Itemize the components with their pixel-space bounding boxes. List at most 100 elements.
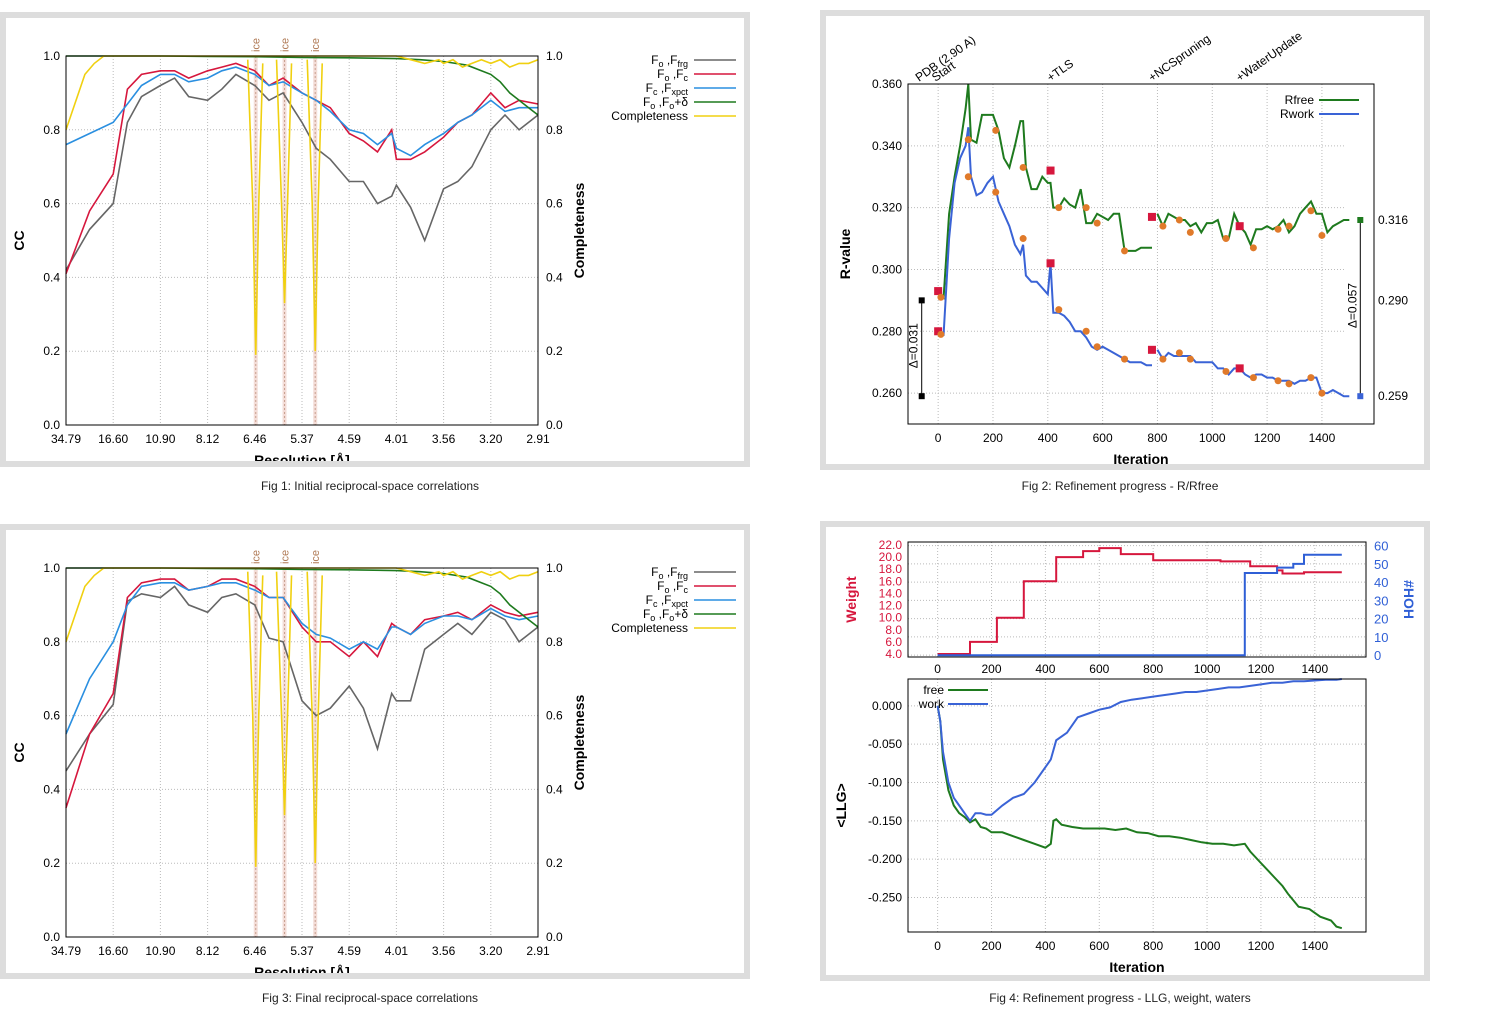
- x-tick-label: 5.37: [290, 944, 314, 958]
- y-tick-label: 0.8: [43, 123, 60, 137]
- completeness-dip: [246, 59, 264, 355]
- delta-end: [1357, 217, 1364, 223]
- x-tick-label: 0: [934, 939, 941, 953]
- x-tick-label: 200: [982, 662, 1002, 676]
- data-point: [992, 188, 1000, 196]
- x-tick-label: 3.20: [479, 432, 503, 446]
- data-point: [1159, 222, 1167, 230]
- data-point: [1318, 389, 1326, 397]
- series-line: [65, 578, 539, 809]
- data-point: [937, 330, 945, 338]
- weight-tick-label: 10.0: [879, 611, 903, 625]
- data-point: [1307, 374, 1315, 382]
- llg-axis-label: <LLG>: [833, 783, 849, 827]
- x-tick-label: 400: [1035, 662, 1055, 676]
- x-tick-label: 3.56: [432, 944, 456, 958]
- x-tick-label: 600: [1093, 431, 1113, 445]
- hoh-tick-label: 60: [1374, 539, 1388, 554]
- data-point: [1121, 355, 1129, 363]
- x-tick-label: 800: [1147, 431, 1167, 445]
- y-tick-label: 0.4: [43, 782, 60, 796]
- fig1-chart: 34.79 16.60 10.90 8.12 6.46 5.37 4.59 4.01 3.56 3…: [11, 38, 736, 461]
- ice-label: ice: [251, 38, 263, 52]
- y-tick-label: 0.340: [872, 139, 902, 153]
- series-line: [65, 66, 538, 157]
- plot-frame: [907, 678, 1367, 933]
- x-tick-label: 8.12: [196, 432, 220, 446]
- fig4-caption: Fig 4: Refinement progress - LLG, weight…: [989, 991, 1251, 1005]
- data-point: [1082, 327, 1090, 335]
- x-tick-label: 8.12: [196, 944, 220, 958]
- data-point: [1186, 355, 1194, 363]
- data-point: [1274, 377, 1282, 385]
- stage-marker: [934, 327, 943, 336]
- series-line: [1156, 349, 1350, 398]
- data-point: [937, 293, 945, 301]
- x-axis-label: Resolution [Å]: [254, 964, 350, 973]
- y-tick-label: 0.4: [43, 270, 60, 284]
- x-tick-label: 1000: [1194, 939, 1221, 953]
- y2-tick-label: 0.6: [546, 709, 563, 723]
- y-tick-label: -0.200: [868, 852, 902, 866]
- weight-tick-label: 22.0: [879, 538, 903, 552]
- x-tick-label: 800: [1143, 662, 1163, 676]
- delta-right-label: Δ=0.057: [1345, 283, 1359, 328]
- fig4-panel: 0 200 400 600 800 1000 1200 1400 4.0 6.0 8.0 10.0 12…: [820, 521, 1430, 981]
- y-tick-label: 0.0: [43, 418, 60, 432]
- y-axis-label: R-value: [837, 229, 853, 280]
- data-point: [992, 126, 1000, 134]
- x-tick-label: 2.91: [526, 944, 550, 958]
- y2-tick-label: 0.0: [546, 930, 563, 944]
- x-axis-label: Resolution [Å]: [254, 452, 350, 461]
- y-tick-label: 0.8: [43, 635, 60, 649]
- data-point: [1082, 204, 1090, 212]
- x-tick-label: 0: [935, 431, 942, 445]
- x-tick-label: 1200: [1254, 431, 1281, 445]
- legend-label: Fc ,Fxpct: [646, 593, 689, 609]
- series-line: [65, 581, 539, 735]
- x-tick-label: 200: [983, 431, 1003, 445]
- data-point: [1159, 355, 1167, 363]
- x-tick-label: 400: [1035, 939, 1055, 953]
- y-tick-label: -0.250: [868, 891, 902, 905]
- stage-label: +NCSpruning: [1146, 31, 1213, 84]
- legend-label: Rwork: [1280, 107, 1315, 121]
- x-tick-label: 3.20: [479, 944, 503, 958]
- weight-line: [937, 547, 1342, 655]
- x-tick-label: 800: [1143, 939, 1163, 953]
- fig3-panel: 34.79 16.60 10.90 8.12 6.46 5.37 4.59 4.01 3.56 3…: [0, 524, 750, 979]
- legend-label: Fo ,Fo+δ: [643, 95, 688, 111]
- y-tick-label: 0.360: [872, 77, 902, 91]
- data-point: [1318, 231, 1326, 239]
- ice-label: ice: [280, 38, 292, 52]
- weight-tick-label: 14.0: [879, 586, 903, 600]
- plot-frame: [907, 83, 1375, 425]
- completeness-dip: [275, 59, 293, 304]
- legend-label: Completeness: [611, 621, 688, 635]
- y-tick-label: 0.6: [43, 197, 60, 211]
- x-tick-label: 5.37: [290, 432, 314, 446]
- x-tick-label: 10.90: [145, 944, 175, 958]
- completeness-dip: [306, 571, 324, 864]
- stage-marker: [1046, 259, 1055, 268]
- y2-tick-label: 0.0: [546, 418, 563, 432]
- weight-tick-label: 20.0: [879, 550, 903, 564]
- fig2-chart: 0 200 400 600 800 1000 1200 1400 0.260 0.280 0.300…: [837, 28, 1408, 464]
- legend-label: Fc ,Fxpct: [646, 81, 689, 97]
- y-tick-label: 1.0: [43, 561, 60, 575]
- legend-label: Fo ,Ffrg: [651, 565, 688, 581]
- fig4-chart: 0 200 400 600 800 1000 1200 14004.06.08.010.012…: [833, 538, 1417, 975]
- delta-end: [918, 297, 925, 304]
- x-tick-label: 600: [1089, 662, 1109, 676]
- x-tick-label: 400: [1038, 431, 1058, 445]
- delta-end: [918, 393, 925, 400]
- y2-axis-label: Completeness: [571, 182, 587, 278]
- y-tick-label: -0.100: [868, 776, 902, 790]
- y-tick-label: 0.280: [872, 324, 902, 338]
- delta-end: [1357, 393, 1364, 400]
- y-tick-label: 0.2: [43, 856, 60, 870]
- x-tick-label: 1000: [1199, 431, 1226, 445]
- right-value-label: 0.316: [1378, 213, 1408, 227]
- plot-frame: [907, 541, 1367, 658]
- series-line: [936, 705, 1343, 930]
